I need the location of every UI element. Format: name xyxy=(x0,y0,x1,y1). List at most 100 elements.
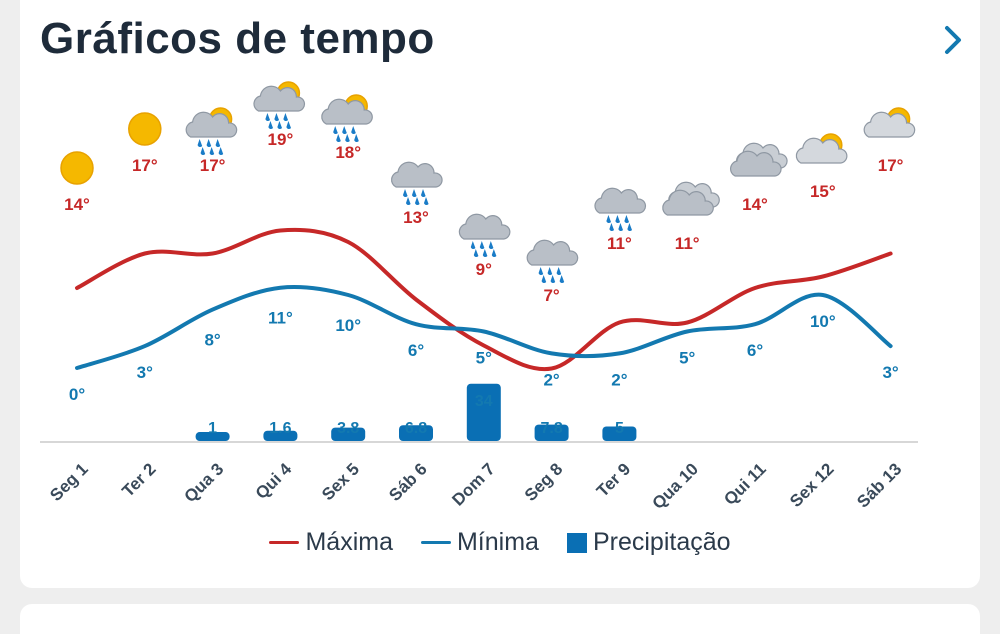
rain-drop xyxy=(268,121,273,130)
min-temp-label: 10° xyxy=(335,316,361,335)
cloud-shape xyxy=(321,98,373,125)
min-temp-label: 11° xyxy=(268,309,293,328)
legend-precip[interactable]: Precipitação xyxy=(566,528,731,557)
sun-icon xyxy=(60,151,94,185)
cloud-shape xyxy=(729,150,782,177)
rain-drop xyxy=(556,267,562,276)
rain-drop xyxy=(491,249,497,258)
legend-min[interactable]: Mínima xyxy=(420,528,539,557)
min-temp-label: 5° xyxy=(679,349,695,368)
rain-drop xyxy=(412,189,417,198)
chevron-right-icon[interactable] xyxy=(935,22,971,58)
max-temp-label: 17° xyxy=(132,156,158,175)
precip-label: 34 xyxy=(475,393,493,410)
rain-drop xyxy=(209,147,215,156)
max-temp-label: 17° xyxy=(878,156,904,175)
rain-drop xyxy=(345,134,350,143)
x-tick-label: Sex 5 xyxy=(318,459,363,504)
rain-cloud-icon xyxy=(390,161,443,206)
rain-drop xyxy=(415,197,420,206)
legend-max[interactable]: Máxima xyxy=(269,528,393,557)
next-card xyxy=(20,604,980,634)
rain-cloud-icon xyxy=(458,213,511,258)
sun-shape xyxy=(128,112,162,146)
rain-drop xyxy=(277,121,282,130)
legend-precip-label: Precipitação xyxy=(592,528,731,556)
sun-cloud-icon xyxy=(795,133,848,164)
x-tick-label: Qua 3 xyxy=(181,459,228,506)
precip-label: 1.6 xyxy=(269,420,291,437)
rain-drop xyxy=(550,275,556,284)
rain-drop xyxy=(206,139,212,148)
max-temp-label: 9° xyxy=(476,260,492,279)
legend-min-swatch xyxy=(420,541,451,544)
sun-rain-icon xyxy=(321,94,373,143)
min-temp-label: 6° xyxy=(747,341,763,360)
page-title: Gráficos de tempo xyxy=(40,14,435,63)
sun-icon xyxy=(128,112,162,146)
rain-drop xyxy=(624,215,629,224)
min-temp-label: 2° xyxy=(611,370,627,389)
sun-rain-icon xyxy=(185,107,238,156)
legend-precip-swatch xyxy=(566,532,587,553)
rain-drop xyxy=(403,189,408,198)
rain-drop xyxy=(351,126,356,135)
precip-label: 3.8 xyxy=(337,420,359,437)
rain-drop xyxy=(470,241,476,250)
rain-drop xyxy=(615,215,620,224)
rain-drop xyxy=(541,275,547,284)
precip-bar xyxy=(195,432,230,441)
rain-drop xyxy=(197,139,203,148)
rain-drop xyxy=(421,189,426,198)
rain-drop xyxy=(424,197,429,206)
cloud-shape xyxy=(253,85,306,112)
rain-drop xyxy=(336,134,341,143)
rain-drop xyxy=(559,275,565,284)
precip-label: 7.8 xyxy=(540,420,562,437)
precip-label: 5 xyxy=(615,420,624,437)
cloud-shape xyxy=(458,213,511,240)
max-temp-label: 14° xyxy=(64,195,90,214)
max-temp-label: 17° xyxy=(200,156,226,175)
precip-label: 6.8 xyxy=(405,420,427,437)
x-tick-label: Sáb 13 xyxy=(853,459,905,511)
rain-drop xyxy=(606,215,611,224)
precip-bar xyxy=(534,424,569,441)
precip-bar xyxy=(399,425,433,441)
cloud-shape xyxy=(662,189,714,216)
rain-cloud-icon xyxy=(594,187,647,232)
min-temp-label: 8° xyxy=(204,331,220,350)
cloud-shape xyxy=(526,239,579,266)
min-temp-label: 6° xyxy=(408,341,424,360)
max-temp-label: 14° xyxy=(742,195,768,214)
max-temp-label: 11° xyxy=(675,234,700,253)
cloud-shape xyxy=(863,111,916,138)
cloud-icon xyxy=(662,181,720,216)
precip-bar xyxy=(466,383,501,441)
cloud-shape xyxy=(185,111,238,138)
rain-drop xyxy=(354,134,359,143)
rain-drop xyxy=(200,147,206,156)
x-tick-label: Qua 10 xyxy=(648,459,702,513)
rain-drop xyxy=(342,126,347,135)
cloud-icon xyxy=(729,142,788,177)
min-temp-label: 5° xyxy=(476,349,492,368)
min-temp-label: 3° xyxy=(882,363,898,382)
max-temp-label: 15° xyxy=(810,182,836,201)
cloud-shape xyxy=(594,187,647,214)
sun-rain-icon xyxy=(253,81,306,130)
sun-cloud-icon xyxy=(863,107,916,138)
max-temp-label: 7° xyxy=(543,286,559,305)
x-tick-label: Ter 2 xyxy=(118,459,159,500)
rain-drop xyxy=(473,249,479,258)
precip-label: 1 xyxy=(208,420,217,437)
rain-drop xyxy=(333,126,338,135)
rain-drop xyxy=(406,197,411,206)
rain-drop xyxy=(482,249,488,258)
rain-drop xyxy=(618,223,623,232)
sun-shape xyxy=(60,151,94,185)
min-temp-line xyxy=(75,284,893,370)
rain-drop xyxy=(609,223,614,232)
chart-legend: Máxima Mínima Precipitação xyxy=(0,528,1000,557)
rain-drop xyxy=(218,147,224,156)
